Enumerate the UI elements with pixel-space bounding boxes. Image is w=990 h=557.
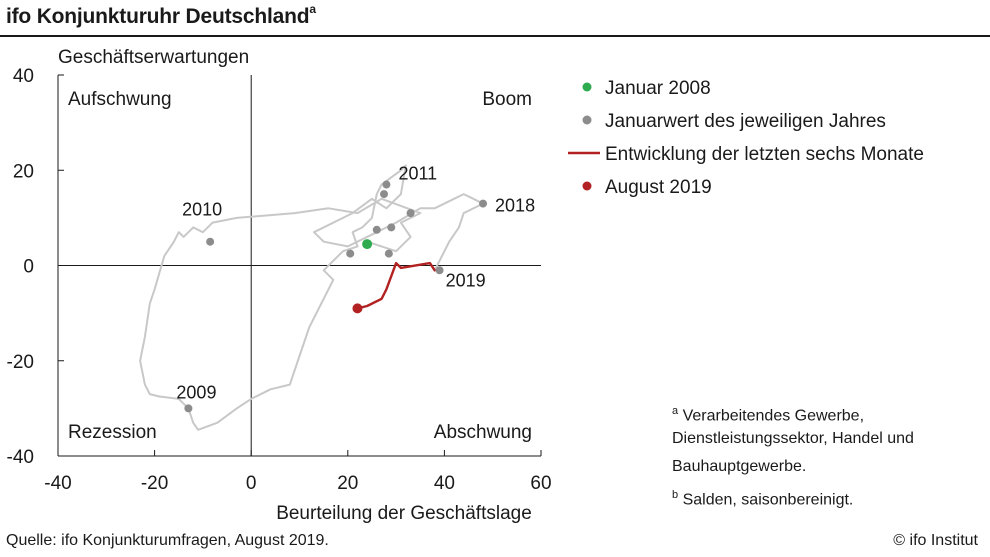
year-label-2009: 2009 (176, 382, 216, 402)
x-tick-label: 60 (530, 473, 551, 494)
point-januarwert (372, 225, 381, 234)
legend-label: Januar 2008 (605, 78, 711, 99)
axes (57, 74, 542, 457)
point-januarwert (346, 249, 355, 258)
legend-label: August 2019 (605, 177, 712, 198)
footnote-a-line2: Dienstleistungssektor, Handel und (672, 430, 914, 447)
x-tick-label: 40 (434, 473, 455, 494)
quadrant-label-rezession: Rezession (68, 422, 157, 443)
chart-title-text: ifo Konjunkturuhr Deutschland (6, 5, 310, 28)
chart-title: ifo Konjunkturuhr Deutschlanda (6, 2, 316, 29)
y-tick-label: -40 (7, 447, 34, 468)
title-divider (0, 35, 990, 37)
point-januarwert (406, 209, 415, 218)
footnote-a-mark: a (672, 405, 679, 417)
y-tick-label: 40 (13, 66, 34, 87)
point-januarwert (380, 190, 389, 199)
point-januarwert (382, 180, 391, 189)
y-tick-label: 20 (13, 161, 34, 182)
point-januarwert (479, 199, 488, 208)
recent-six-months-line (356, 261, 436, 310)
year-points: 2009 2010 2011 2018 2019 (176, 164, 535, 413)
point-januarwert (206, 237, 215, 246)
year-label-2010: 2010 (182, 200, 222, 220)
point-januarwert (435, 266, 444, 275)
point-januarwert (384, 249, 393, 258)
footnote-a-line3: Bauhauptgewerbe. (672, 458, 807, 475)
source-note: Quelle: ifo Konjunkturumfragen, August 2… (6, 532, 329, 549)
footnote-b-line: Salden, saisonbereinigt. (682, 491, 854, 509)
legend-marker (582, 82, 592, 92)
point-januar-2008 (362, 239, 373, 250)
point-januarwert (184, 404, 193, 413)
legend-label: Entwicklung der letzten sechs Monate (605, 144, 924, 165)
y-axis-title: Geschäftserwartungen (58, 47, 249, 68)
footnote-a-cont: Dienstleistungssektor, Handel und (672, 426, 914, 452)
footnote-b: b Salden, saisonbereinigt. (672, 482, 853, 513)
year-label-2011: 2011 (398, 164, 437, 184)
quadrant-label-aufschwung: Aufschwung (68, 89, 172, 110)
x-tick-label: 20 (337, 473, 358, 494)
year-label-2019: 2019 (446, 270, 486, 290)
x-tick-label: -20 (141, 473, 168, 494)
x-tick-label: 0 (246, 473, 257, 494)
footnote-a: a Verarbeitendes Gewerbe, (672, 398, 864, 429)
year-label-2018: 2018 (495, 196, 535, 216)
quadrant-label-boom: Boom (482, 89, 532, 110)
y-tick-label: 0 (23, 257, 34, 278)
quadrant-label-abschwung: Abschwung (434, 422, 532, 443)
point-august-2019 (352, 303, 363, 314)
point-januarwert (387, 223, 396, 232)
footnote-a-cont2: Bauhauptgewerbe. (672, 454, 806, 480)
business-cycle-chart: 40 20 0 -20 -40 -40 -20 0 20 40 60 Aufschwung Boom R… (7, 47, 924, 524)
y-tick-label: -20 (7, 352, 34, 373)
x-axis-title: Beurteilung der Geschäftslage (276, 503, 532, 524)
legend-marker (582, 115, 592, 125)
legend: Januar 2008 Januarwert des jeweiligen Jah… (568, 78, 924, 198)
legend-marker (582, 181, 592, 191)
quadrant-labels: Aufschwung Boom Rezession Abschwung (68, 89, 532, 443)
tick-labels: 40 20 0 -20 -40 -40 -20 0 20 40 60 (7, 66, 552, 494)
footnote-b-mark: b (672, 489, 679, 501)
footnote-a-line1: Verarbeitendes Gewerbe, (682, 407, 865, 425)
x-tick-label: -40 (44, 473, 71, 494)
copyright-note: © ifo Institut (893, 532, 978, 549)
legend-label: Januarwert des jeweiligen Jahres (605, 111, 886, 132)
chart-title-footnote-mark: a (309, 2, 316, 16)
